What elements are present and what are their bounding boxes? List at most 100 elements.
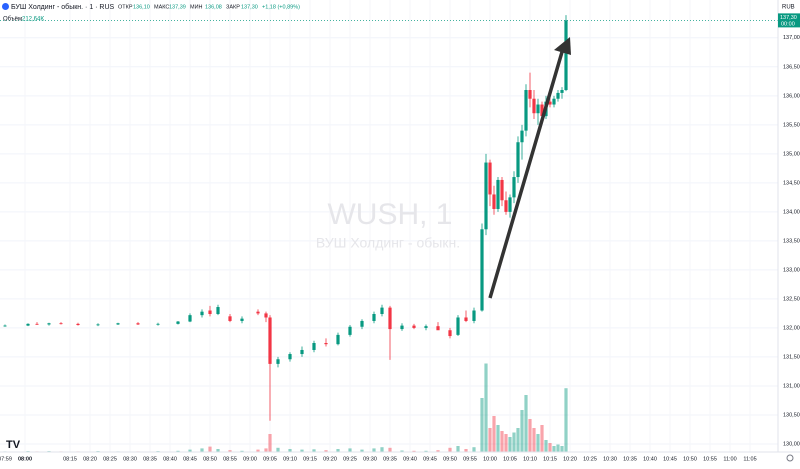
- ohlc-value: 137,39: [169, 4, 186, 10]
- candle-body: [504, 200, 508, 212]
- volume-bar: [412, 450, 416, 452]
- x-tick-label: 11:05: [743, 456, 756, 462]
- candle-body: [200, 311, 204, 316]
- candle-body: [448, 330, 452, 337]
- candle-layer: [0, 15, 778, 421]
- volume-bar: [496, 425, 500, 452]
- candle-body: [264, 313, 268, 318]
- y-tick-label: 131,50: [783, 354, 800, 360]
- volume-bar: [536, 434, 540, 452]
- y-tick-label: 136,00: [783, 93, 800, 99]
- volume-bar: [436, 450, 440, 452]
- candle-body: [156, 323, 160, 325]
- volume-bar: [484, 363, 488, 452]
- volume-title: Объём: [3, 17, 22, 23]
- candle-body: [552, 98, 556, 105]
- watermark-subtitle: ВУШ Холдинг - обыкн.: [316, 235, 460, 251]
- volume-bar: [516, 428, 520, 452]
- volume-bar: [176, 450, 180, 452]
- ohlc-value: 136,10: [133, 4, 150, 10]
- volume-bar: [256, 449, 260, 452]
- candle-body: [472, 310, 476, 321]
- x-tick-label: 09:50: [443, 456, 457, 462]
- volume-bar: [324, 450, 328, 452]
- x-tick-label: 09:45: [423, 456, 437, 462]
- symbol-icon: [2, 3, 9, 10]
- candle-body: [520, 130, 524, 143]
- volume-bar: [448, 447, 452, 452]
- candle-body: [312, 343, 316, 350]
- last-price-label: 137,30: [780, 15, 797, 21]
- volume-bar: [388, 447, 392, 452]
- x-tick-label: 10:50: [683, 456, 697, 462]
- x-tick-label: 10:05: [503, 456, 517, 462]
- y-tick-label: 133,50: [783, 238, 800, 244]
- ohlc-value: 137,30: [241, 4, 258, 10]
- candle-body: [488, 162, 492, 195]
- volume-bar: [380, 447, 384, 452]
- volume-bar: [560, 446, 564, 452]
- x-tick-label: 09:00: [243, 456, 257, 462]
- candle-body: [436, 326, 440, 331]
- candle-body: [528, 90, 532, 99]
- x-tick-label: 08:30: [123, 456, 137, 462]
- candle-body: [532, 98, 536, 114]
- candle-body: [240, 318, 244, 321]
- candle-body: [372, 313, 376, 321]
- candle-body: [35, 323, 39, 325]
- symbol-title[interactable]: БУШ Холдинг - обыкн. · 1 · RUS: [11, 3, 115, 11]
- candle-body: [188, 315, 192, 322]
- candle-body: [524, 90, 528, 131]
- candle-body: [536, 104, 540, 114]
- ohlc-label: ЗАКР: [226, 4, 240, 10]
- volume-bar: [456, 446, 460, 452]
- x-tick-label: 10:10: [523, 456, 537, 462]
- candle-body: [176, 321, 180, 324]
- candle-body: [348, 326, 352, 335]
- candle-body: [228, 316, 232, 321]
- volume-bar: [564, 388, 568, 452]
- candle-body: [412, 325, 416, 328]
- volume-bar: [240, 450, 244, 452]
- x-tick-label: 07:59: [0, 456, 12, 462]
- axes: 130,00 130,50 131,00 131,50 132,00 132,50 133,…: [0, 13, 800, 462]
- y-tick-label: 137,00: [783, 35, 800, 41]
- x-tick-label: 08:15: [63, 456, 77, 462]
- last-price-box: [778, 13, 800, 28]
- candle-body: [508, 197, 512, 212]
- candle-body: [116, 323, 120, 325]
- x-tick-label: 09:20: [323, 456, 337, 462]
- y-tick-label: 131,00: [783, 383, 800, 389]
- candle-body: [492, 194, 496, 209]
- ohlc-label: ОТКР: [118, 4, 133, 10]
- settings-icon[interactable]: [786, 454, 794, 462]
- volume-bar: [264, 448, 268, 452]
- candle-body: [59, 323, 63, 325]
- volume-bar: [520, 410, 524, 452]
- x-tick-label: 08:00: [18, 456, 32, 462]
- volume-bar: [508, 437, 512, 452]
- x-tick-label: 11:00: [723, 456, 736, 462]
- volume-bar: [348, 448, 352, 452]
- x-tick-label: 10:40: [643, 456, 657, 462]
- x-tick-label: 09:55: [463, 456, 477, 462]
- x-tick-label: 09:10: [283, 456, 297, 462]
- volume-bar: [400, 450, 404, 452]
- volume-bar: [472, 447, 476, 452]
- candle-body: [380, 307, 384, 314]
- x-tick-label: 08:40: [163, 456, 177, 462]
- candle-body: [136, 323, 140, 325]
- watermark: WUSH, 1: [327, 198, 452, 231]
- candle-body: [560, 90, 564, 93]
- currency[interactable]: RUB: [782, 5, 795, 11]
- volume-bar: [216, 449, 220, 452]
- candle-body: [548, 101, 552, 105]
- volume-bar: [488, 428, 492, 452]
- candle-body: [456, 317, 460, 335]
- candle-body: [388, 307, 392, 330]
- candle-body: [216, 307, 220, 314]
- candle-body: [256, 311, 260, 314]
- x-tick-label: 09:25: [343, 456, 357, 462]
- volume-bar: [492, 416, 496, 452]
